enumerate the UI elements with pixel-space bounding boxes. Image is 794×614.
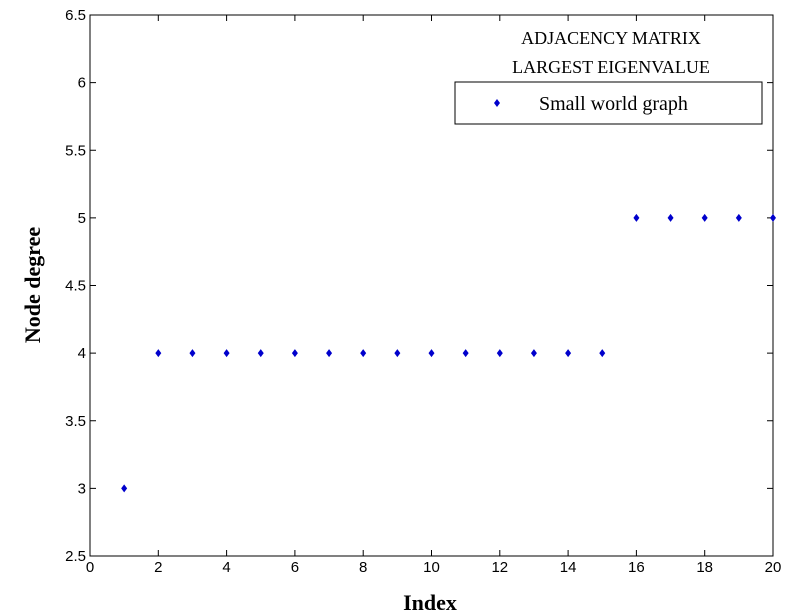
x-axis-title: Index [403,590,457,614]
data-point [496,349,503,358]
legend-box [454,81,763,125]
y-axis-title: Node degree [20,227,45,344]
data-point [189,349,196,358]
data-point [121,484,128,493]
x-tick-label: 10 [423,559,440,576]
annotation-line-2: LARGEST EIGENVALUE [512,57,710,77]
annotation-line-1: ADJACENCY MATRIX [521,28,701,48]
x-tick-label: 16 [628,559,645,576]
data-point [530,349,537,358]
x-tick-label: 4 [222,559,230,576]
data-point [291,349,298,358]
y-tick-label: 3.5 [65,413,86,430]
data-point [462,349,469,358]
x-tick-label: 0 [86,559,94,576]
x-tick-label: 14 [560,559,577,576]
x-tick-label: 8 [359,559,367,576]
data-point [701,213,708,222]
data-points [121,213,776,493]
y-tick-label: 3 [78,480,86,497]
x-tick-label: 2 [154,559,162,576]
x-tick-label: 18 [696,559,713,576]
data-point [667,213,674,222]
y-tick-label: 5 [78,210,86,227]
y-tick-label: 4 [78,345,86,362]
data-point [155,349,162,358]
data-point [633,213,640,222]
legend: Small world graph [454,81,763,125]
data-point [770,213,776,222]
data-point [565,349,572,358]
x-tick-label: 6 [291,559,299,576]
y-tick-label: 6.5 [65,7,86,24]
data-point [326,349,333,358]
y-tick-label: 5.5 [65,142,86,159]
data-point [394,349,401,358]
x-tick-label: 20 [765,559,782,576]
data-point [360,349,367,358]
legend-marker-icon [494,99,500,107]
data-point [428,349,435,358]
axis-tick-labels: 0 2 4 6 8 10 12 14 16 18 20 2.5 3 3.5 4 4.5 5 5.5 6 6.5 [65,7,781,576]
y-tick-label: 4.5 [65,278,86,295]
data-point [223,349,230,358]
data-point [257,349,264,358]
legend-label: Small world graph [539,93,688,115]
data-point [599,349,606,358]
y-tick-label: 6 [78,75,86,92]
x-tick-label: 12 [491,559,508,576]
data-point [735,213,742,222]
y-tick-label: 2.5 [65,548,86,565]
